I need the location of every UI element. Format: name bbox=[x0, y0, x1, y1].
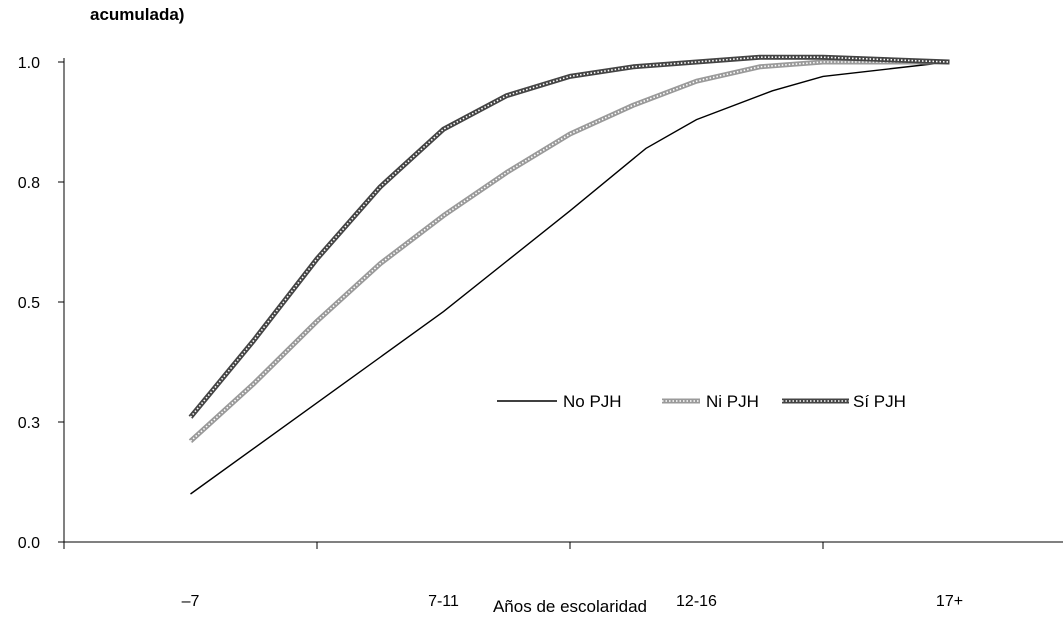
x-tick-label: 17+ bbox=[936, 593, 963, 610]
series-line bbox=[190, 61, 950, 495]
y-tick-label: 1.0 bbox=[18, 55, 40, 72]
x-axis-title: Años de escolaridad bbox=[493, 597, 647, 616]
x-tick-label: 12-16 bbox=[676, 593, 717, 610]
axes: 0.0 0.3 0.5 0.8 1.0 –7 7-11 12-16 17+ bbox=[18, 55, 1063, 610]
series-line bbox=[188, 59, 950, 444]
series-1-group bbox=[188, 59, 950, 444]
x-tick-label: –7 bbox=[182, 593, 200, 610]
legend-label: Sí PJH bbox=[853, 392, 906, 411]
y-tick-label: 0.3 bbox=[18, 415, 40, 432]
series-lines bbox=[188, 54, 950, 495]
chart-title: acumulada) bbox=[90, 5, 184, 24]
legend-label: Ni PJH bbox=[706, 392, 759, 411]
series-2-group bbox=[188, 54, 950, 419]
y-tick-label: 0.5 bbox=[18, 295, 40, 312]
series-0-group bbox=[190, 61, 950, 495]
series-line-hatch bbox=[189, 56, 950, 418]
y-tick-label: 0.8 bbox=[18, 175, 40, 192]
series-line bbox=[188, 54, 950, 419]
legend-label: No PJH bbox=[563, 392, 622, 411]
series-line-hatch bbox=[189, 61, 950, 442]
y-tick-label: 0.0 bbox=[18, 535, 40, 552]
x-tick-label: 7-11 bbox=[428, 593, 459, 610]
legend: No PJH Ni PJH Sí PJH bbox=[497, 392, 906, 411]
